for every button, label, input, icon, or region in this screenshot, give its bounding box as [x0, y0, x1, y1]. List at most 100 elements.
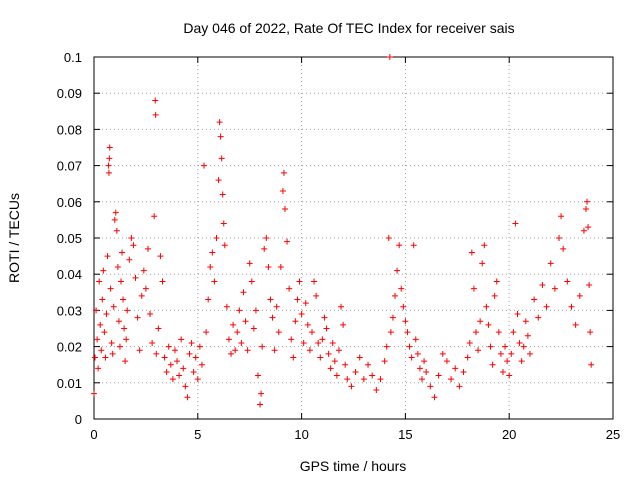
data-point	[298, 311, 305, 318]
data-point	[281, 206, 288, 213]
data-point	[188, 339, 195, 346]
data-point	[286, 285, 293, 292]
y-tick-labels: 0 0.01 0.02 0.03 0.04 0.05 0.06 0.07 0.08 0.09 0.1	[57, 50, 82, 427]
data-point	[288, 336, 295, 343]
data-point	[142, 285, 149, 292]
data-point	[207, 263, 214, 270]
data-point	[217, 133, 224, 140]
data-point	[580, 227, 587, 234]
data-point	[132, 274, 139, 281]
data-point	[483, 303, 490, 310]
data-point	[178, 336, 185, 343]
data-point	[130, 242, 137, 249]
data-point	[477, 318, 484, 325]
data-point	[265, 263, 272, 270]
data-point	[522, 318, 529, 325]
data-point	[468, 249, 475, 256]
data-point	[392, 292, 399, 299]
x-tick-label: 25	[606, 427, 620, 442]
data-point	[259, 343, 266, 350]
data-point	[348, 383, 355, 390]
data-point	[356, 354, 363, 361]
data-point	[213, 235, 220, 241]
data-point	[439, 350, 446, 357]
data-point	[277, 263, 284, 270]
data-point	[221, 242, 228, 249]
data-point	[327, 365, 334, 372]
data-point	[238, 339, 245, 346]
data-point	[121, 325, 128, 332]
data-point	[588, 361, 595, 368]
data-point	[400, 303, 407, 310]
data-point	[487, 343, 494, 350]
data-point	[311, 278, 318, 285]
data-point	[344, 376, 351, 383]
data-point	[123, 336, 130, 343]
data-point	[176, 372, 183, 379]
data-point	[406, 343, 413, 350]
data-point	[152, 97, 159, 104]
data-point	[246, 260, 253, 267]
y-tick-label: 0.1	[64, 50, 82, 65]
data-point	[335, 347, 342, 354]
data-point	[194, 376, 201, 383]
data-point	[383, 343, 390, 350]
data-point	[396, 242, 403, 249]
data-point	[263, 235, 270, 241]
data-point	[153, 350, 160, 357]
data-point	[584, 198, 591, 205]
data-point	[535, 314, 542, 321]
data-point	[321, 314, 328, 321]
data-point	[120, 296, 127, 303]
data-point	[211, 278, 218, 285]
data-point	[313, 292, 320, 299]
data-point	[209, 249, 216, 256]
data-point	[114, 263, 121, 270]
data-point	[244, 347, 251, 354]
data-point	[508, 350, 515, 357]
data-point	[106, 155, 113, 162]
data-point	[101, 329, 108, 336]
data-point	[531, 296, 538, 303]
data-point	[225, 336, 232, 343]
x-tick-label: 5	[194, 427, 201, 442]
data-point	[585, 224, 592, 231]
data-point	[304, 321, 311, 328]
data-point	[481, 242, 488, 249]
data-point	[105, 162, 112, 169]
data-point	[296, 278, 303, 285]
data-point	[300, 339, 307, 346]
data-point	[219, 191, 226, 198]
data-point	[479, 260, 486, 267]
data-point	[273, 303, 280, 310]
data-point	[102, 354, 109, 361]
data-point	[230, 321, 237, 328]
data-point	[111, 216, 118, 223]
data-point	[340, 321, 347, 328]
data-point	[302, 300, 309, 307]
data-point	[228, 350, 235, 357]
data-point	[491, 292, 498, 299]
data-point	[180, 365, 187, 372]
data-point	[215, 177, 222, 184]
data-point	[558, 213, 565, 220]
data-point	[218, 155, 225, 162]
data-point	[147, 311, 154, 318]
data-point	[520, 343, 527, 350]
data-point	[431, 394, 438, 401]
data-point	[427, 383, 434, 390]
data-point	[398, 285, 405, 292]
data-point	[421, 358, 428, 365]
data-point	[96, 278, 103, 285]
data-point	[373, 387, 380, 394]
data-point	[423, 368, 430, 375]
data-point	[216, 119, 223, 126]
y-tick-label: 0.07	[57, 159, 82, 174]
data-point	[117, 278, 124, 285]
data-point	[108, 339, 115, 346]
data-point	[443, 358, 450, 365]
y-tick-label: 0.04	[57, 267, 82, 282]
data-point	[386, 54, 393, 60]
data-point	[586, 282, 593, 289]
data-point	[128, 235, 135, 241]
